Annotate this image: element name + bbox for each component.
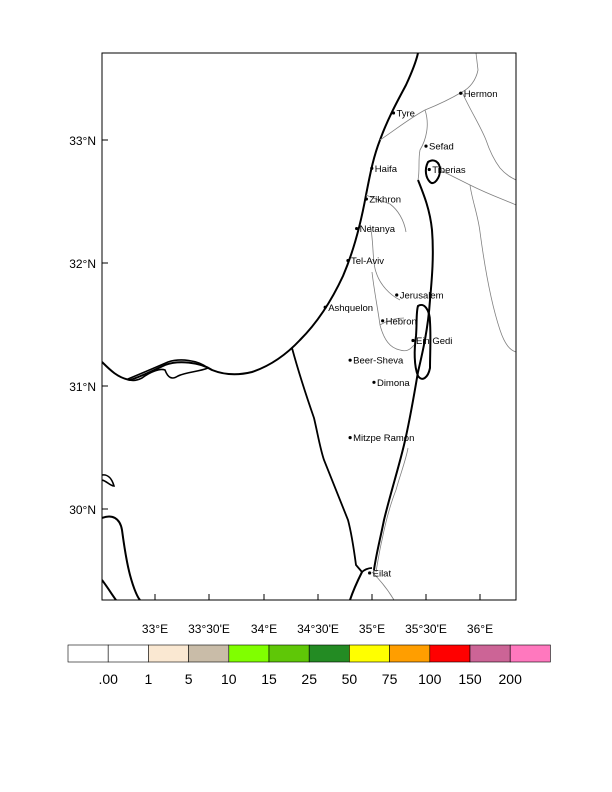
legend-swatch — [107, 644, 149, 663]
city-marker — [364, 197, 368, 201]
city-marker — [424, 144, 428, 148]
city-marker — [355, 226, 359, 231]
city-marker — [323, 305, 327, 309]
suez-gulf-islet — [102, 474, 116, 487]
legend-label: 150 — [458, 671, 482, 687]
city-label: Zikhron — [369, 195, 401, 206]
city-marker — [411, 338, 415, 343]
legend-label: 1 — [145, 671, 153, 687]
city-label: Ein Gedi — [416, 336, 452, 347]
map-border — [101, 52, 517, 601]
lat-tick-label: 32°N — [69, 257, 96, 271]
city-label: Tel-Aviv — [351, 256, 384, 267]
lon-tick-label: 34°30'E — [297, 622, 339, 636]
legend-swatch — [349, 644, 390, 663]
city-label: Beer-Sheva — [353, 356, 404, 367]
lon-tick-label: 35°E — [359, 622, 385, 636]
lon-tick-label: 35°30'E — [405, 622, 447, 636]
city-label: Ashquelon — [328, 303, 373, 314]
legend-label: 5 — [185, 671, 193, 687]
lat-tick-marks — [102, 139, 108, 510]
legend-label: .00 — [98, 671, 118, 687]
suez-gulf-west — [102, 579, 117, 600]
legend-labels: .00 1 5 10 15 25 50 75 100 150 200 — [98, 671, 522, 687]
city-layer: Hermon Tyre Sefad Haifa Tiberias Zikhron Netan… — [323, 89, 498, 579]
lat-tick-label: 30°N — [69, 503, 96, 517]
lon-tick-marks — [154, 594, 481, 600]
city-label: Hebron — [386, 316, 417, 327]
legend-swatch — [228, 644, 270, 663]
egypt-israel-border — [291, 347, 373, 574]
legend-label: 50 — [342, 671, 358, 687]
legend-swatch — [188, 644, 230, 663]
city-label: Hermon — [464, 89, 498, 100]
coastline — [102, 53, 419, 382]
legend-swatch — [429, 644, 471, 663]
admin-borders — [365, 53, 516, 600]
jordan-river-border — [373, 179, 434, 571]
legend-swatch — [509, 644, 551, 663]
lagoon-outline — [126, 359, 210, 382]
city-marker — [391, 111, 396, 115]
city-label: Tyre — [396, 108, 414, 119]
city-label: Haifa — [375, 164, 398, 175]
legend-swatch — [389, 644, 431, 663]
city-label: Eilat — [373, 568, 392, 579]
lon-tick-label: 33°30'E — [188, 622, 230, 636]
sea-of-galilee — [424, 159, 442, 184]
lat-tick-label: 33°N — [69, 134, 96, 148]
legend-swatch — [469, 644, 511, 663]
city-label: Mitzpe Ramon — [353, 433, 414, 444]
city-marker — [368, 571, 372, 575]
suez-gulf-coast — [102, 515, 141, 600]
legend-swatch — [268, 644, 310, 663]
legend-label: 10 — [221, 671, 237, 687]
city-marker — [346, 258, 350, 263]
legend-swatch — [67, 644, 109, 663]
city-marker — [395, 293, 399, 297]
city-label: Sefad — [429, 142, 454, 153]
lon-tick-label: 33°E — [142, 622, 168, 636]
legend-label: 75 — [382, 671, 398, 687]
legend-colorbar: .00 1 5 10 15 25 50 75 100 150 200 — [67, 644, 551, 687]
lat-tick-label: 31°N — [69, 380, 96, 394]
city-marker — [459, 91, 463, 95]
city-marker — [348, 358, 352, 362]
lon-tick-label: 34°E — [251, 622, 277, 636]
legend-label: 25 — [301, 671, 317, 687]
city-marker — [372, 380, 376, 384]
lon-tick-label: 36°E — [467, 622, 493, 636]
city-label: Jerusalem — [400, 290, 444, 301]
city-marker — [381, 319, 385, 323]
map-panel: 33°E 33°30'E 34°E 34°30'E 35°E 35°30'E 3… — [69, 52, 517, 636]
legend-swatch — [148, 644, 189, 663]
city-label: Tiberias — [432, 165, 466, 176]
city-marker — [348, 436, 352, 440]
aqaba-west-coast — [349, 571, 363, 600]
legend-swatch — [308, 644, 350, 663]
city-marker — [370, 166, 374, 170]
legend-label: 200 — [499, 671, 523, 687]
legend-label: 100 — [418, 671, 442, 687]
dead-sea — [413, 304, 432, 380]
city-marker — [427, 167, 431, 172]
legend-label: 15 — [261, 671, 277, 687]
city-label: Netanya — [360, 224, 396, 235]
legend-boxes — [67, 644, 551, 663]
city-label: Dimona — [377, 378, 410, 389]
